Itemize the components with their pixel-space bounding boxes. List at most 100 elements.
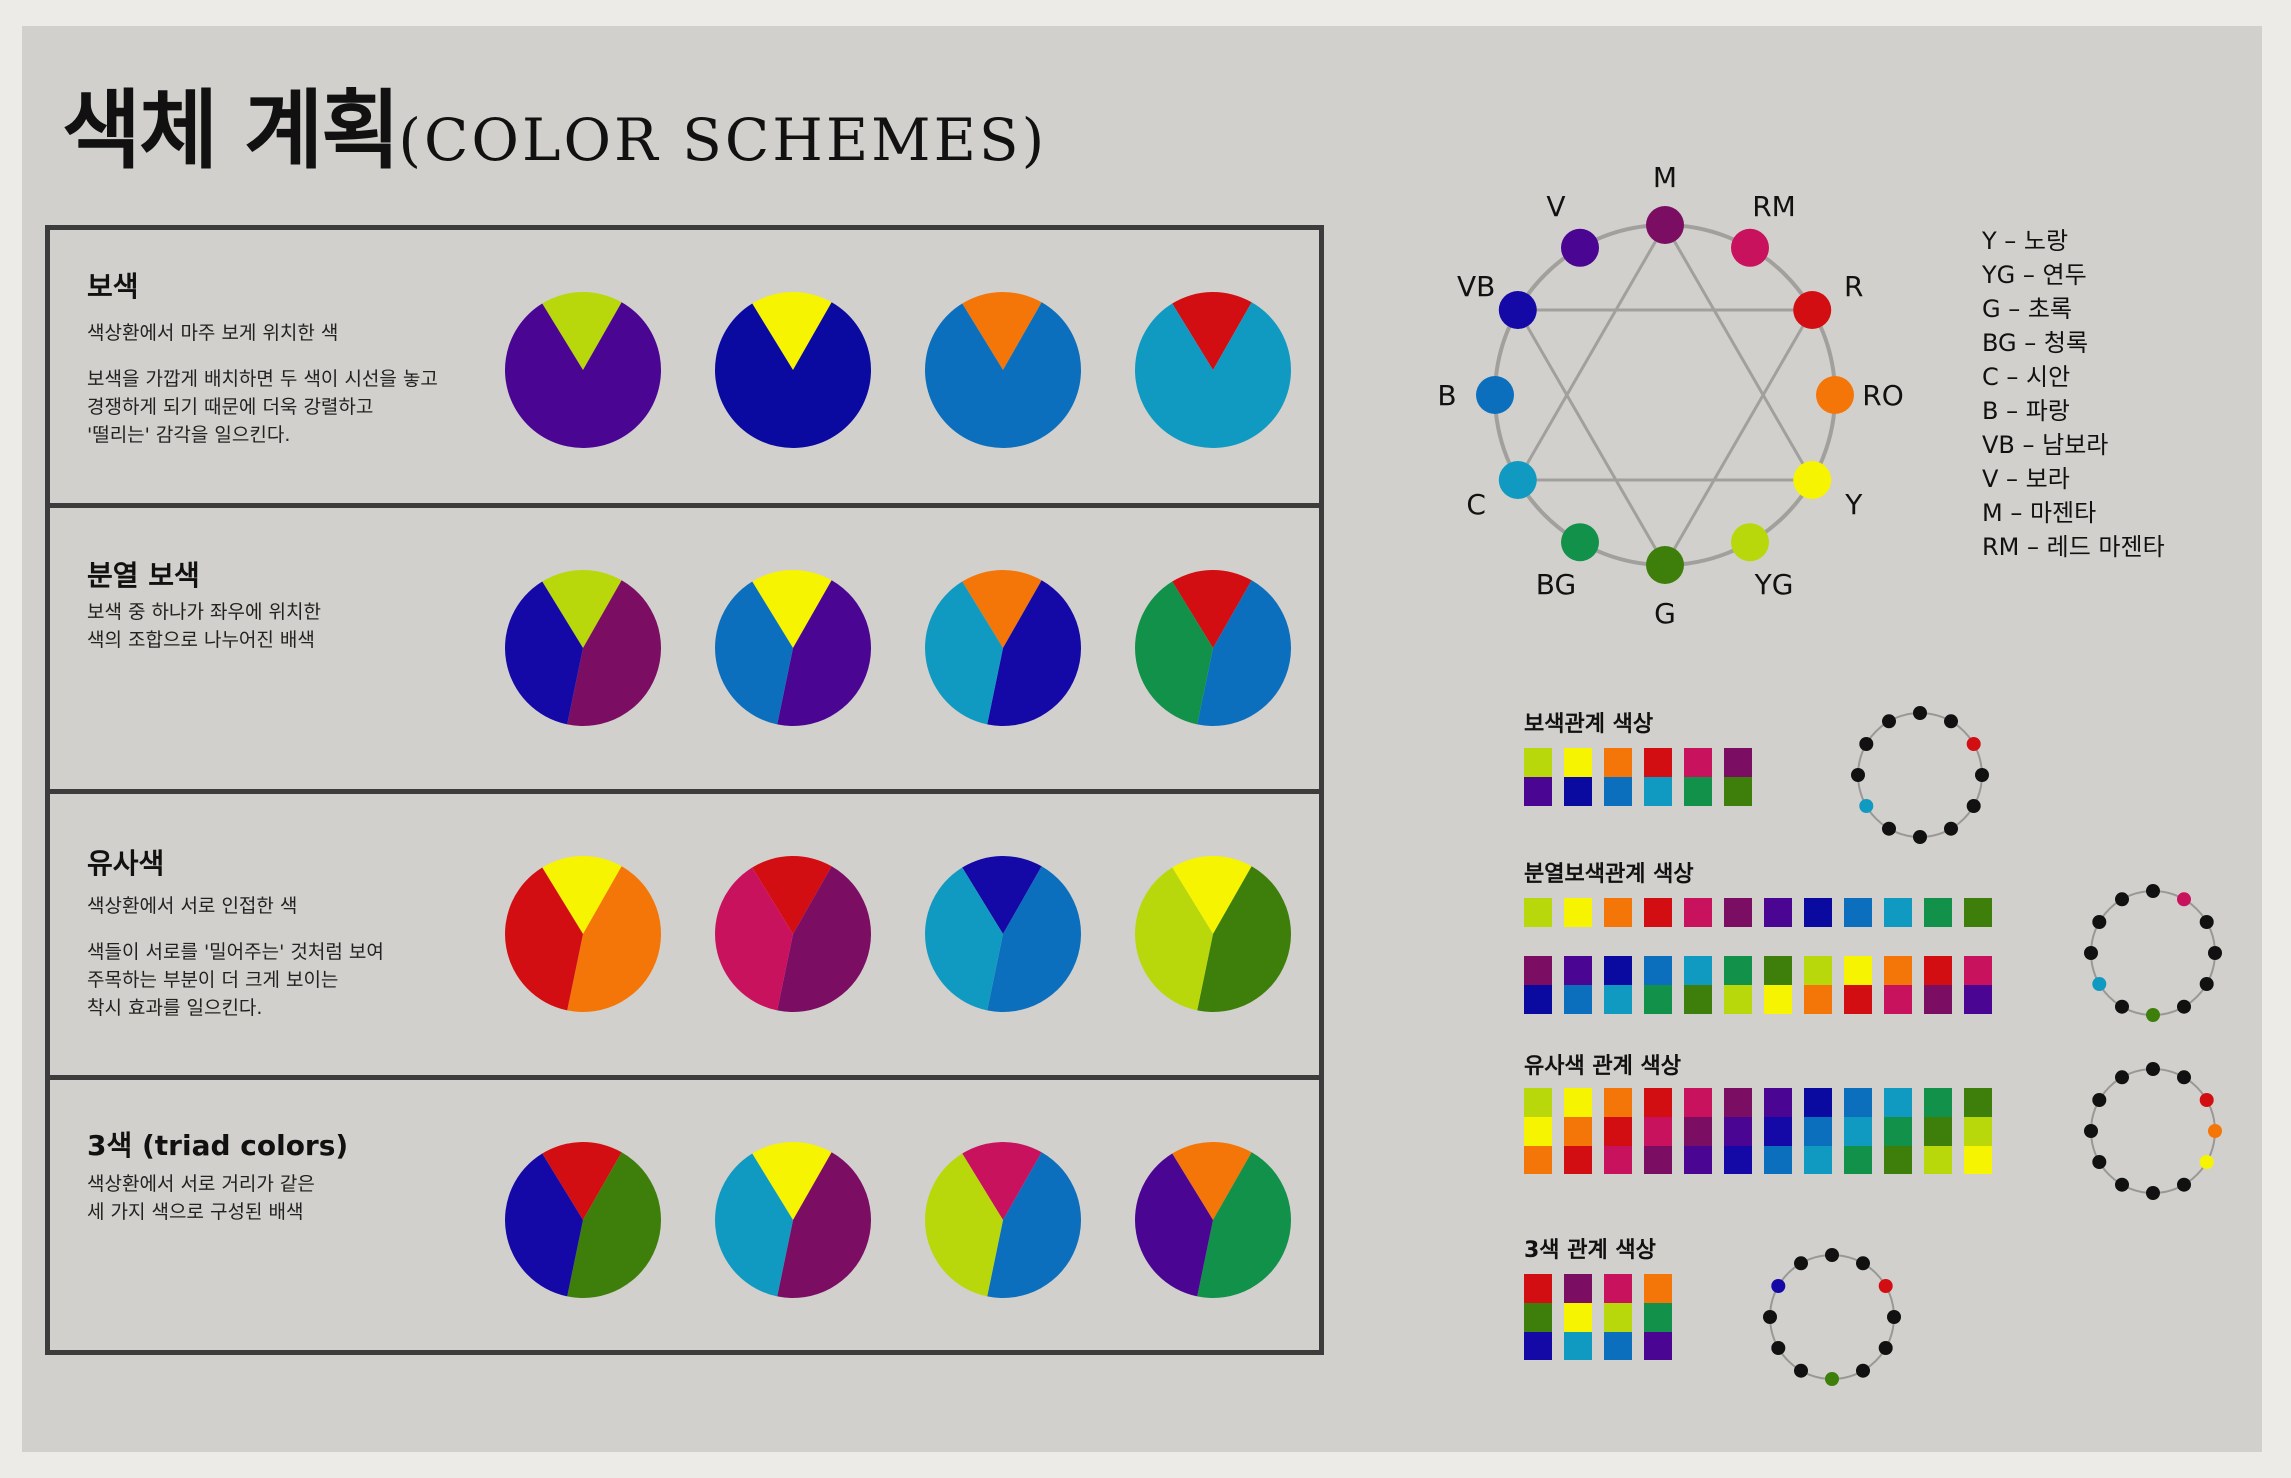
mini-dot: [2092, 1155, 2107, 1169]
pie-chart-group: [505, 856, 1291, 1012]
pie-chart-group: [505, 570, 1291, 726]
color-swatch: [1764, 1146, 1792, 1174]
pie-slice: [542, 570, 622, 648]
mini-ring: [1769, 1254, 1895, 1380]
pie-slice: [542, 856, 622, 934]
pie-slice: [752, 570, 832, 648]
scheme-description: 색상환에서 서로 거리가 같은 세 가지 색으로 구성된 배색: [87, 1170, 315, 1226]
pie-slice: [1135, 581, 1213, 725]
color-swatch: [1764, 898, 1792, 927]
pie-chart: [505, 292, 661, 448]
mini-dot: [2092, 915, 2107, 929]
color-swatch: [1604, 777, 1632, 806]
color-swatch: [1924, 1146, 1952, 1174]
wheel-color-dot: [1498, 461, 1537, 499]
mini-dot: [1851, 768, 1865, 782]
wheel-color-dot: [1561, 523, 1599, 562]
color-swatch: [1564, 748, 1592, 777]
mini-dot: [2177, 999, 2191, 1014]
mini-dot: [1882, 821, 1896, 836]
pie-slice: [1135, 1153, 1213, 1297]
mini-dot: [2115, 892, 2129, 907]
pie-slice: [1135, 302, 1291, 448]
pie-chart: [505, 1142, 662, 1298]
color-swatch: [1844, 1146, 1872, 1174]
color-swatch: [1884, 1146, 1912, 1174]
color-swatch: [1644, 1303, 1672, 1332]
pie-slice: [505, 581, 583, 725]
color-swatch: [1884, 1117, 1912, 1146]
pie-chart-group: [505, 1142, 1291, 1298]
wheel-color-dot: [1561, 228, 1599, 267]
mini-dot: [2177, 1070, 2191, 1085]
swatch-grid-split-bottom: [1524, 956, 1992, 1014]
color-swatch: [1524, 956, 1552, 985]
color-swatch: [1684, 985, 1712, 1014]
color-swatch: [1844, 985, 1872, 1014]
desc-line: 색상환에서 마주 보게 위치한 색: [87, 322, 339, 344]
pie-slice: [505, 867, 583, 1011]
color-swatch: [1804, 898, 1832, 927]
color-swatch: [1644, 1274, 1672, 1303]
pie-slice: [987, 580, 1081, 726]
mini-dot: [2084, 946, 2098, 960]
pie-slice: [567, 866, 662, 1012]
swatch-grid-analogous: [1524, 1088, 1992, 1174]
color-swatch: [1884, 956, 1912, 985]
pie-slice: [752, 856, 832, 934]
relation-label-complementary: 보색관계 색상: [1524, 712, 1654, 737]
mini-dot: [1882, 714, 1896, 729]
pie-slice: [925, 867, 1003, 1011]
mini-highlight-dot: [2199, 1093, 2214, 1107]
mini-ring: [1857, 712, 1983, 838]
color-swatch: [1684, 898, 1712, 927]
pie-chart: [505, 856, 662, 1012]
wheel-label: RO: [1862, 379, 1904, 412]
pie-slice: [715, 581, 793, 725]
mini-dot: [2146, 1062, 2160, 1076]
color-swatch: [1964, 1117, 1992, 1146]
color-swatch: [1684, 1088, 1712, 1117]
title-korean: 색체 계획: [62, 81, 400, 181]
color-swatch: [1564, 1303, 1592, 1332]
color-swatch: [1644, 1146, 1672, 1174]
wheel-label: M: [1653, 161, 1677, 194]
color-swatch: [1684, 1117, 1712, 1146]
mini-dot: [2146, 1186, 2160, 1200]
mini-dot: [2092, 1093, 2107, 1107]
wheel-label: G: [1654, 597, 1676, 630]
color-swatch: [1964, 956, 1992, 985]
title-english: (COLOR SCHEMES): [398, 106, 1048, 174]
pie-slice: [542, 1142, 622, 1220]
wheel-color-dot: [1646, 546, 1684, 584]
color-swatch: [1644, 985, 1672, 1014]
color-swatch: [1724, 1146, 1752, 1174]
color-swatch: [1524, 1117, 1552, 1146]
color-swatch: [1764, 985, 1792, 1014]
color-swatch: [1724, 985, 1752, 1014]
pie-chart: [1135, 856, 1291, 1012]
color-swatch: [1804, 1146, 1832, 1174]
color-swatch: [1524, 1332, 1552, 1360]
scheme-row-analogous: 유사색 색상환에서 서로 인접한 색 색들이 서로를 '밀어주는' 것처럼 보여…: [45, 789, 1324, 1079]
scheme-row-complementary: 보색 색상환에서 마주 보게 위치한 색 보색을 가깝게 배치하면 두 색이 시…: [45, 225, 1324, 507]
mini-dot: [2208, 946, 2222, 960]
pie-slice: [567, 580, 662, 726]
mini-dot: [2115, 1177, 2129, 1192]
desc-line: 경쟁하게 되기 때문에 더욱 강렬하고: [87, 396, 374, 418]
color-swatch: [1724, 1088, 1752, 1117]
color-swatch: [1884, 985, 1912, 1014]
scheme-row-split-complementary: 분열 보색 보색 중 하나가 좌우에 위치한 색의 조합으로 나누어진 배색: [45, 503, 1324, 793]
pie-slice: [925, 581, 1003, 725]
mini-wheel-complementary: [1851, 706, 1989, 844]
desc-line: 보색 중 하나가 좌우에 위치한: [87, 601, 321, 623]
desc-line: 착시 효과를 일으킨다.: [87, 997, 263, 1019]
pie-chart: [715, 856, 872, 1012]
mini-dot: [1794, 1363, 1808, 1378]
color-swatch: [1724, 898, 1752, 927]
wheel-label: VB: [1457, 270, 1495, 303]
mini-dot: [1913, 830, 1927, 844]
desc-line: 색의 조합으로 나누어진 배색: [87, 629, 315, 651]
wheel-label: Y: [1844, 488, 1863, 521]
color-swatch: [1564, 985, 1592, 1014]
